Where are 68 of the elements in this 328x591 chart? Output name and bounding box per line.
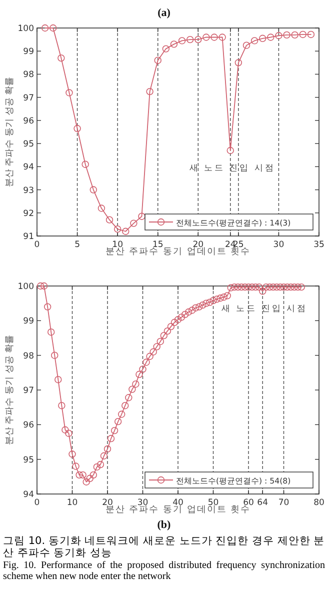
point — [307, 30, 315, 38]
point — [202, 34, 210, 41]
x-tick-label: 80 — [314, 498, 324, 508]
y-tick-label: 97 — [23, 93, 34, 104]
y-tick-label: 97 — [23, 386, 34, 396]
y-tick-label: 100 — [18, 24, 34, 34]
point — [186, 36, 194, 44]
y-tick-label: 91 — [23, 232, 34, 242]
x-tick-label: 5 — [74, 240, 80, 250]
point — [41, 24, 49, 32]
y-tick-label: 98 — [23, 70, 34, 80]
point — [130, 220, 138, 227]
y-tick-label: 96 — [23, 116, 34, 126]
y-tick-label: 95 — [23, 455, 34, 466]
y-axis-title: 분산 주파수 동기 성공 확률 — [5, 76, 15, 188]
y-tick-label: 93 — [23, 186, 34, 196]
point — [58, 54, 65, 62]
point — [170, 40, 178, 48]
y-tick-label: 94 — [23, 490, 34, 500]
x-tick-label: 30 — [273, 240, 284, 250]
point — [259, 34, 266, 42]
x-tick-label: 70 — [278, 498, 290, 508]
point — [299, 30, 306, 38]
x-tick-label: 10 — [66, 498, 78, 508]
point — [106, 216, 114, 224]
y-tick-label: 100 — [18, 282, 34, 292]
y-tick-label: 99 — [23, 47, 34, 58]
point — [283, 31, 290, 39]
point — [90, 186, 97, 194]
text: (b) — [157, 519, 172, 531]
point — [178, 37, 186, 44]
caption: 그림 10. 동기화 네트워크에 새로운 노드가 진입한 경우 제안한 분산 주파수 동기화 성능 — [3, 535, 325, 560]
point — [210, 34, 218, 41]
point — [267, 34, 274, 41]
point — [291, 31, 298, 39]
point — [82, 160, 89, 168]
x-tick-label: 35 — [314, 240, 324, 250]
y-tick-label: 94 — [23, 162, 34, 173]
point — [226, 146, 234, 154]
x-tick-label: 64 — [257, 498, 268, 508]
chart-title: (a) — [158, 7, 171, 19]
point — [162, 45, 170, 52]
y-tick-label: 92 — [23, 208, 34, 219]
y-tick-label: 99 — [23, 316, 34, 327]
y-tick-label: 98 — [23, 351, 34, 362]
annotation: 새 노드 진입 시점 — [222, 304, 308, 314]
caption: Fig. 10. Performance of the proposed distributed frequency synchronization scheme when new node enter the network — [3, 560, 325, 582]
y-tick-label: 96 — [23, 420, 34, 431]
point — [194, 36, 202, 44]
point — [234, 59, 242, 66]
y-axis-title: 분산 주파수 동기 성공 확률 — [5, 334, 15, 446]
point — [250, 37, 258, 44]
point — [50, 24, 57, 32]
point — [146, 88, 154, 96]
point — [218, 34, 226, 41]
point — [114, 225, 122, 233]
point — [74, 124, 81, 132]
point — [154, 56, 162, 64]
point — [122, 228, 130, 235]
x-axis-title: 분산 주파수 동기 업데이트 횟수 — [105, 505, 251, 515]
point — [66, 89, 73, 96]
point — [98, 204, 106, 212]
x-tick-label: 0 — [34, 498, 40, 508]
point — [242, 42, 250, 49]
annotation: 새 노드 진입 시점 — [189, 163, 276, 174]
x-tick-label: 0 — [34, 240, 40, 250]
point — [275, 32, 282, 40]
y-tick-label: 95 — [23, 140, 34, 150]
